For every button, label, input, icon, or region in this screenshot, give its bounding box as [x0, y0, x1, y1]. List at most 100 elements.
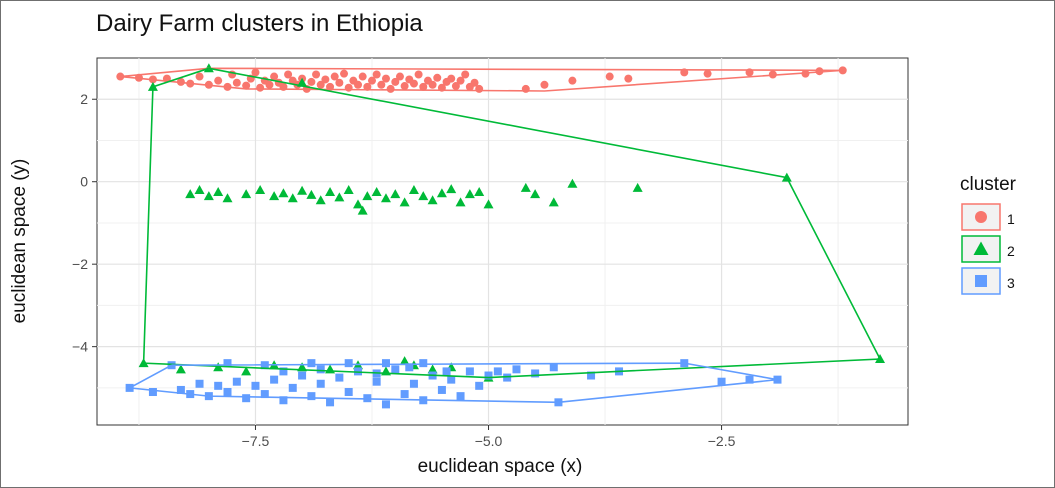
legend-label-3: 3 [1007, 275, 1015, 291]
cluster-2-point [567, 178, 578, 188]
cluster-2-point [325, 187, 336, 197]
cluster-3-point [344, 359, 353, 368]
cluster-1-point [195, 72, 204, 81]
cluster-3-point [344, 388, 353, 397]
cluster-1-point [540, 80, 549, 89]
cluster-3-point [475, 381, 484, 390]
cluster-3-point [549, 363, 558, 372]
cluster-1-point [340, 69, 349, 78]
cluster-1-point [330, 72, 339, 81]
cluster-2-point [418, 191, 429, 201]
cluster-2-point [306, 189, 317, 199]
cluster-3-point [493, 367, 502, 376]
cluster-3-point [316, 365, 325, 374]
cluster-3-point [531, 369, 540, 378]
cluster-1-point [256, 83, 265, 92]
cluster-3-point [214, 381, 223, 390]
cluster-3-point [176, 385, 185, 394]
cluster-1-point [381, 74, 390, 83]
cluster-3-point [409, 379, 418, 388]
cluster-2-point [474, 187, 485, 197]
cluster-2-point [241, 366, 252, 376]
cluster-1-point [270, 72, 279, 81]
cluster-1-point [456, 76, 465, 85]
x-tick-label: −7.5 [242, 433, 270, 449]
cluster-3-point [251, 381, 260, 390]
cluster-2-point [185, 189, 196, 199]
cluster-3-point [307, 392, 316, 401]
cluster-1-point [377, 80, 386, 89]
cluster-2-point [315, 195, 326, 205]
cluster-1-point [316, 80, 325, 89]
y-tick-label: −4 [72, 339, 88, 355]
cluster-3-point [405, 363, 414, 372]
cluster-3-point [437, 385, 446, 394]
cluster-1-point [386, 84, 395, 93]
cluster-3-hull [126, 362, 778, 404]
x-tick-label: −2.5 [708, 433, 736, 449]
cluster-1-point [568, 76, 577, 85]
cluster-2-point [222, 193, 233, 203]
cluster-3-point [447, 375, 456, 384]
cluster-3-point [242, 394, 251, 403]
cluster-3-point [279, 396, 288, 405]
cluster-1-point [358, 72, 367, 81]
cluster-3-point [195, 379, 204, 388]
cluster-2-point [194, 184, 205, 194]
cluster-2-point [175, 364, 186, 374]
cluster-2-point [548, 197, 559, 207]
cluster-1-point [284, 70, 293, 79]
cluster-1-point [461, 70, 470, 79]
cluster-2-point [255, 184, 266, 194]
cluster-1-point [703, 69, 712, 78]
cluster-3-point [381, 400, 390, 409]
cluster-2-point [464, 189, 475, 199]
cluster-3-point [745, 375, 754, 384]
cluster-2-point [269, 191, 280, 201]
cluster-1-point [475, 84, 484, 93]
y-tick-label: −2 [72, 256, 88, 272]
cluster-1-point [428, 80, 437, 89]
cluster-3-point [391, 365, 400, 374]
cluster-3-point [260, 390, 269, 399]
legend-symbol-1 [975, 211, 987, 223]
cluster-1-point [354, 80, 363, 89]
cluster-3-point [279, 367, 288, 376]
y-tick-label: 2 [80, 91, 88, 107]
cluster-3-point [335, 373, 344, 382]
cluster-2-point [399, 197, 410, 207]
cluster-2-point [287, 193, 298, 203]
cluster-2-point [520, 182, 531, 192]
cluster-2-point [390, 189, 401, 199]
cluster-3-point [381, 359, 390, 368]
cluster-3-point [717, 377, 726, 386]
cluster-1-point [232, 78, 241, 87]
cluster-2-point [297, 185, 308, 195]
cluster-2-point [353, 199, 364, 209]
cluster-1-point [605, 72, 614, 81]
cluster-3-point [288, 383, 297, 392]
cluster-2-point [357, 205, 368, 215]
cluster-2-point [380, 193, 391, 203]
cluster-2-point [371, 187, 382, 197]
cluster-2-point [241, 189, 252, 199]
cluster-3-point [512, 365, 521, 374]
cluster-1-point [433, 73, 442, 82]
x-axis-label: euclidean space (x) [417, 456, 583, 477]
cluster-1-point [447, 74, 456, 83]
cluster-2-point [334, 192, 345, 202]
cluster-3-point [456, 392, 465, 401]
cluster-2-point [483, 199, 494, 209]
cluster-1-point [367, 76, 376, 85]
cluster-1-point [214, 76, 223, 85]
cluster-1-point [470, 78, 479, 87]
cluster-3-point [587, 371, 596, 380]
legend-title: cluster [960, 174, 1016, 195]
cluster-1-point [419, 82, 428, 91]
cluster-1-hull [120, 67, 843, 92]
cluster-1-point [265, 80, 274, 89]
cluster-3-point [465, 367, 474, 376]
cluster-3-point [503, 373, 512, 382]
legend-label-2: 2 [1007, 243, 1015, 259]
